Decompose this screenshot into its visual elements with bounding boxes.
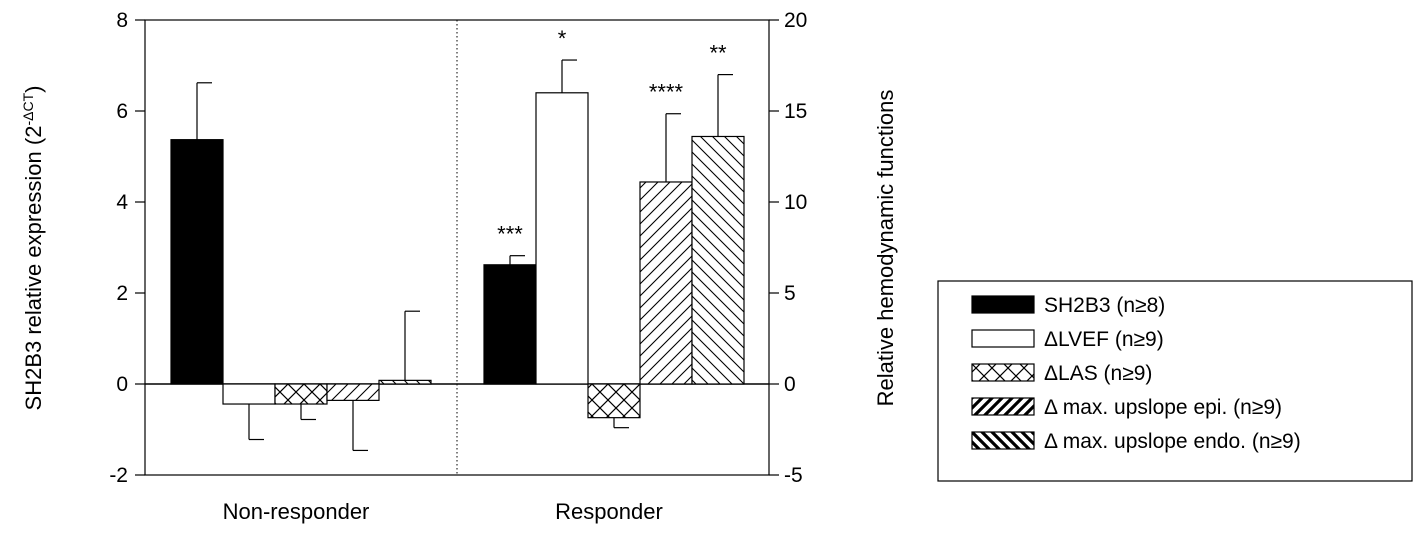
y-left-tick-label: 4 bbox=[116, 191, 128, 214]
bar bbox=[170, 139, 224, 385]
legend-swatch bbox=[971, 397, 1035, 416]
y-left-tick-label: 2 bbox=[116, 282, 128, 305]
legend-swatch bbox=[971, 363, 1035, 382]
legend-swatch bbox=[971, 431, 1035, 450]
y-right-tick-label: 10 bbox=[784, 191, 807, 214]
y-left-tick-label: 0 bbox=[116, 373, 128, 396]
bar bbox=[378, 379, 432, 385]
legend-label: Δ max. upslope epi. (n≥9) bbox=[1044, 396, 1282, 419]
y-right-tick-label: 20 bbox=[784, 9, 807, 32]
bar bbox=[326, 383, 380, 401]
legend-label: ΔLAS (n≥9) bbox=[1044, 362, 1152, 385]
legend-label: ΔLVEF (n≥9) bbox=[1044, 328, 1164, 351]
y-right-axis-title: Relative hemodynamic functions bbox=[873, 90, 898, 407]
legend: SH2B3 (n≥8) ΔLVEF (n≥9) ΔLAS (n≥9) Δ max. u… bbox=[937, 280, 1413, 482]
significance-label: **** bbox=[649, 80, 684, 105]
y-left-tick-label: -2 bbox=[109, 464, 128, 487]
y-left-tick-label: 6 bbox=[116, 100, 128, 123]
bar bbox=[274, 383, 328, 405]
y-right-tick-label: 5 bbox=[784, 282, 796, 305]
bar bbox=[535, 92, 589, 385]
y-left-tick-label: 8 bbox=[116, 9, 128, 32]
legend-label: SH2B3 (n≥8) bbox=[1044, 294, 1165, 317]
bar bbox=[691, 135, 745, 385]
y-right-tick-label: -5 bbox=[784, 464, 803, 487]
y-right-tick-label: 0 bbox=[784, 373, 796, 396]
x-category-label: Responder bbox=[555, 499, 663, 524]
significance-label: ** bbox=[709, 41, 727, 66]
legend-label: Δ max. upslope endo. (n≥9) bbox=[1044, 430, 1301, 453]
x-category-label: Non-responder bbox=[223, 499, 370, 524]
significance-label: *** bbox=[497, 222, 523, 247]
bar bbox=[483, 264, 537, 385]
legend-swatch bbox=[971, 295, 1035, 314]
bar bbox=[639, 181, 693, 385]
y-right-tick-label: 15 bbox=[784, 100, 807, 123]
y-left-axis-title: SH2B3 relative expression (2-ΔCT) bbox=[20, 86, 46, 411]
legend-swatch bbox=[971, 329, 1035, 348]
significance-label: * bbox=[558, 26, 567, 51]
bar bbox=[587, 383, 641, 419]
bar bbox=[222, 383, 276, 405]
plot-area: -2 0 2 4 6 8 -5 0 5 10 15 20 SH2B3 relative expressi… bbox=[20, 9, 898, 524]
